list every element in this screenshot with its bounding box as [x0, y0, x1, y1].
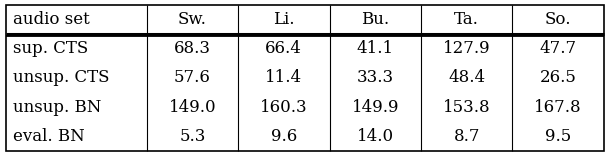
Text: 14.0: 14.0 — [357, 128, 394, 145]
Text: 57.6: 57.6 — [174, 70, 210, 86]
Text: 48.4: 48.4 — [448, 70, 486, 86]
Text: unsup. BN: unsup. BN — [13, 99, 102, 116]
Text: 33.3: 33.3 — [357, 70, 394, 86]
Text: Sw.: Sw. — [178, 11, 207, 28]
Text: Ta.: Ta. — [454, 11, 479, 28]
Text: audio set: audio set — [13, 11, 90, 28]
Text: Bu.: Bu. — [361, 11, 389, 28]
Text: 127.9: 127.9 — [443, 40, 490, 57]
Text: 68.3: 68.3 — [174, 40, 211, 57]
Text: sup. CTS: sup. CTS — [13, 40, 88, 57]
Text: 11.4: 11.4 — [265, 70, 303, 86]
Text: 160.3: 160.3 — [260, 99, 307, 116]
Text: 5.3: 5.3 — [179, 128, 206, 145]
Text: 153.8: 153.8 — [443, 99, 490, 116]
Text: eval. BN: eval. BN — [13, 128, 85, 145]
Text: 149.9: 149.9 — [351, 99, 399, 116]
Text: 9.5: 9.5 — [545, 128, 572, 145]
Text: 47.7: 47.7 — [540, 40, 576, 57]
Text: So.: So. — [545, 11, 572, 28]
Text: 26.5: 26.5 — [540, 70, 576, 86]
Text: 8.7: 8.7 — [453, 128, 480, 145]
Text: 41.1: 41.1 — [357, 40, 394, 57]
Text: unsup. CTS: unsup. CTS — [13, 70, 110, 86]
Text: 66.4: 66.4 — [265, 40, 302, 57]
Text: 9.6: 9.6 — [271, 128, 297, 145]
Text: Li.: Li. — [273, 11, 295, 28]
Text: 149.0: 149.0 — [168, 99, 216, 116]
Text: 167.8: 167.8 — [534, 99, 582, 116]
